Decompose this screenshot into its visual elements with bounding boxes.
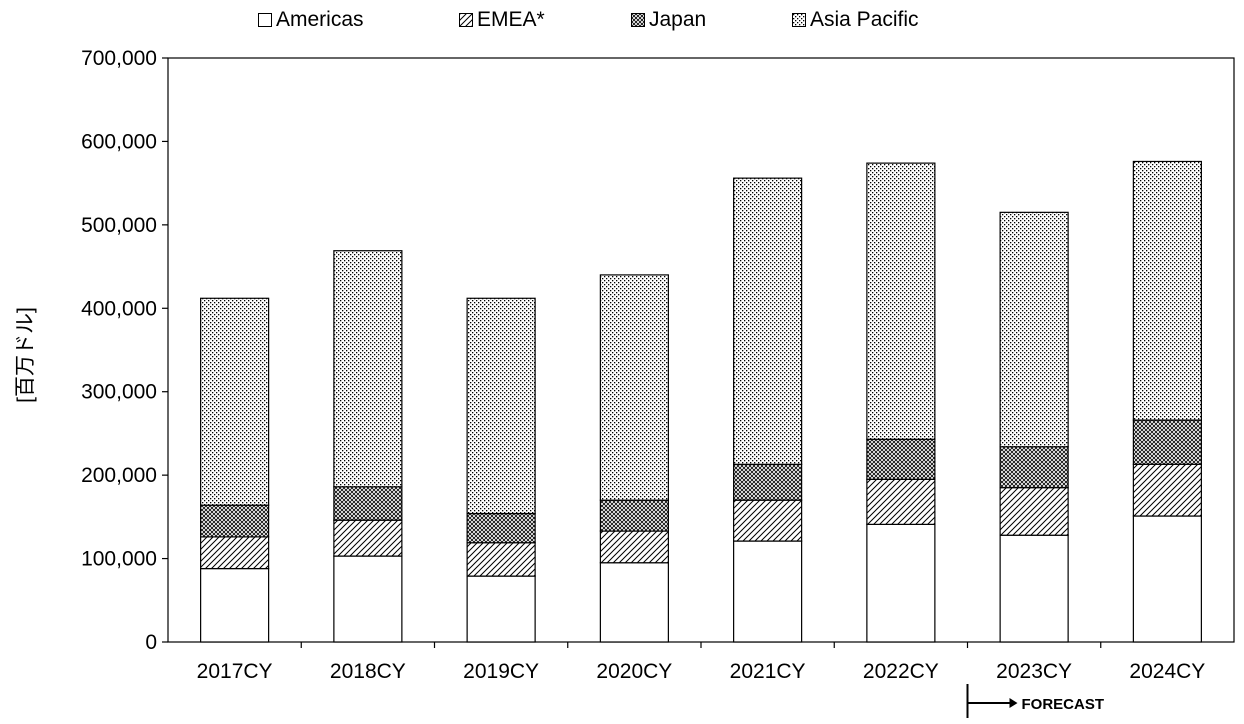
y-tick-label: 0	[145, 631, 157, 654]
legend-swatch-japan	[631, 13, 645, 27]
bar-segment-japan	[466, 512, 536, 544]
x-tick-label: 2018CY	[330, 660, 406, 683]
bar-segment-emea	[733, 499, 803, 542]
y-axis-label: [百万ドル]	[14, 307, 37, 403]
plot-area: 0 100,000 200,000 300,000 400,000 500,000 600,…	[81, 47, 1235, 718]
bar-segment-japan	[599, 499, 669, 532]
bar-segment-japan	[866, 438, 936, 480]
bar-segment-americas	[733, 540, 803, 643]
bar-segment-japan	[1132, 419, 1202, 465]
bar-segment-asia-pacific	[599, 274, 669, 501]
bar-segment-asia-pacific	[333, 250, 403, 488]
y-tick-label: 700,000	[81, 47, 157, 70]
bar-segment-asia-pacific	[733, 177, 803, 465]
x-tick-label: 2019CY	[463, 660, 539, 683]
bar-segment-americas	[200, 567, 270, 643]
bar-segment-emea	[1132, 463, 1202, 517]
bar-segment-americas	[599, 562, 669, 643]
legend-label-emea: EMEA*	[477, 8, 545, 31]
x-tick-label: 2023CY	[996, 660, 1072, 683]
x-tick-label: 2017CY	[197, 660, 273, 683]
forecast-label: FORECAST	[1022, 696, 1105, 713]
y-tick-label: 500,000	[81, 214, 157, 237]
bar-segment-japan	[733, 463, 803, 501]
legend-label-americas: Americas	[276, 8, 364, 31]
legend-item-americas: Americas	[258, 8, 364, 32]
bar-segment-asia-pacific	[866, 162, 936, 440]
bar-segment-emea	[999, 487, 1069, 536]
y-tick-label: 100,000	[81, 548, 157, 571]
x-tick-label: 2021CY	[730, 660, 806, 683]
bar-segment-emea	[333, 519, 403, 557]
bar-segment-japan	[999, 446, 1069, 489]
legend-swatch-emea	[459, 13, 473, 27]
legend-item-asia-pacific: Asia Pacific	[792, 8, 919, 32]
bar-segment-asia-pacific	[1132, 160, 1202, 421]
y-tick-label: 300,000	[81, 381, 157, 404]
y-tick-label: 600,000	[81, 130, 157, 153]
legend-item-emea: EMEA*	[459, 8, 545, 32]
x-tick-label: 2024CY	[1129, 660, 1205, 683]
x-tick-label: 2020CY	[596, 660, 672, 683]
bar-segment-americas	[1132, 515, 1202, 643]
legend: Americas EMEA* Japan Asia Pacific	[0, 8, 1244, 38]
bar-segment-emea	[599, 530, 669, 564]
bar-segment-asia-pacific	[999, 211, 1069, 448]
bar-segment-emea	[200, 536, 270, 570]
bar-segment-emea	[466, 542, 536, 577]
bar-segment-americas	[866, 523, 936, 643]
bar-segment-americas	[466, 575, 536, 643]
bar-segment-asia-pacific	[200, 297, 270, 506]
y-tick-label: 200,000	[81, 464, 157, 487]
plot-frame	[167, 57, 1235, 643]
bar-segment-japan	[200, 504, 270, 538]
bar-segment-americas	[999, 534, 1069, 643]
bar-segment-emea	[866, 478, 936, 525]
x-tick-label: 2022CY	[863, 660, 939, 683]
legend-swatch-americas	[258, 13, 272, 27]
bar-segment-asia-pacific	[466, 297, 536, 515]
bar-segment-americas	[333, 555, 403, 643]
y-tick-label: 400,000	[81, 297, 157, 320]
legend-item-japan: Japan	[631, 8, 706, 32]
forecast-arrow-head	[1009, 698, 1018, 708]
legend-label-asia-pacific: Asia Pacific	[810, 8, 919, 31]
legend-swatch-asia-pacific	[792, 13, 806, 27]
legend-label-japan: Japan	[649, 8, 707, 31]
bar-segment-japan	[333, 486, 403, 521]
